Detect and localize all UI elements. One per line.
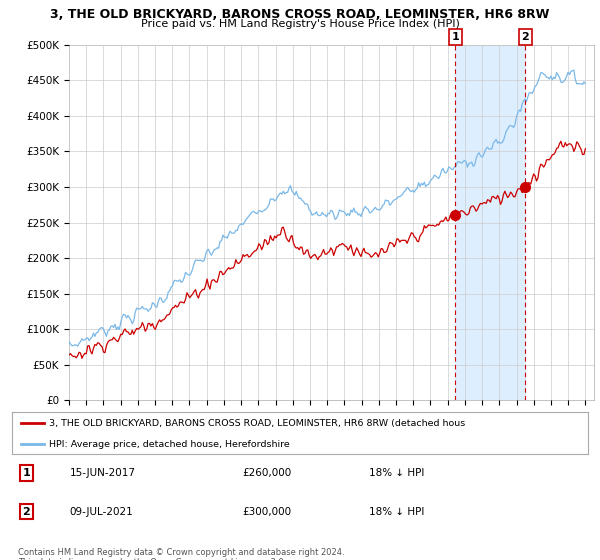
- Text: 2: 2: [23, 507, 30, 517]
- Text: 3, THE OLD BRICKYARD, BARONS CROSS ROAD, LEOMINSTER, HR6 8RW (detached hous: 3, THE OLD BRICKYARD, BARONS CROSS ROAD,…: [49, 419, 466, 428]
- Text: HPI: Average price, detached house, Herefordshire: HPI: Average price, detached house, Here…: [49, 440, 290, 449]
- Text: 18% ↓ HPI: 18% ↓ HPI: [369, 468, 424, 478]
- Text: 1: 1: [452, 32, 460, 42]
- Text: Price paid vs. HM Land Registry's House Price Index (HPI): Price paid vs. HM Land Registry's House …: [140, 19, 460, 29]
- Text: 3, THE OLD BRICKYARD, BARONS CROSS ROAD, LEOMINSTER, HR6 8RW: 3, THE OLD BRICKYARD, BARONS CROSS ROAD,…: [50, 8, 550, 21]
- Text: £260,000: £260,000: [242, 468, 292, 478]
- Text: 15-JUN-2017: 15-JUN-2017: [70, 468, 136, 478]
- Text: 1: 1: [23, 468, 30, 478]
- Bar: [455, 45, 526, 400]
- Text: £300,000: £300,000: [242, 507, 292, 517]
- Text: 09-JUL-2021: 09-JUL-2021: [70, 507, 133, 517]
- Text: 18% ↓ HPI: 18% ↓ HPI: [369, 507, 424, 517]
- Text: 2: 2: [521, 32, 529, 42]
- Text: Contains HM Land Registry data © Crown copyright and database right 2024.
This d: Contains HM Land Registry data © Crown c…: [18, 548, 344, 560]
